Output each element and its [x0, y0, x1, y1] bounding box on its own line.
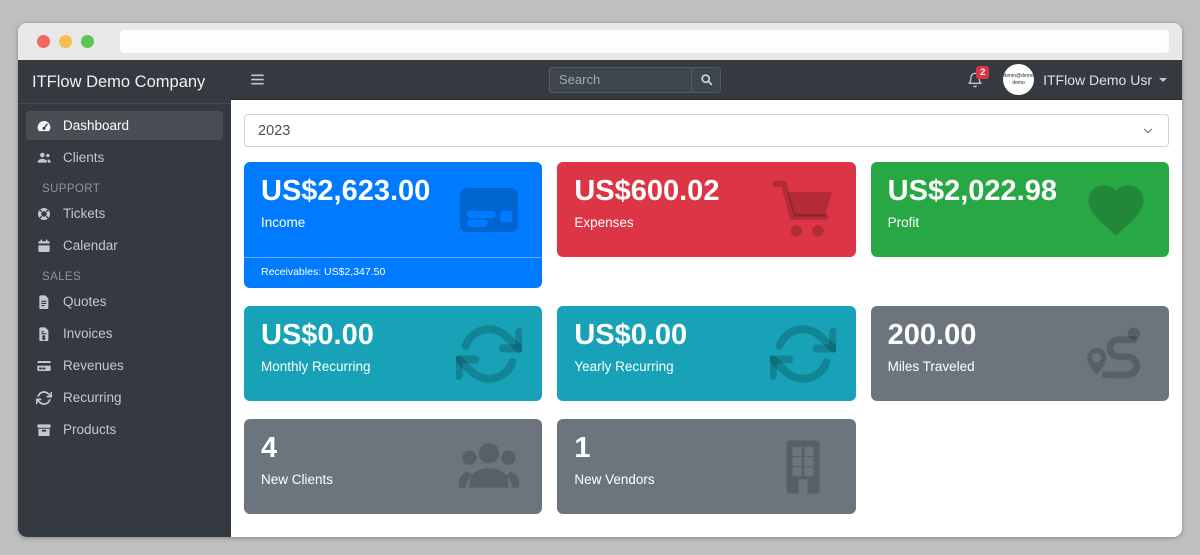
- sync-icon: [455, 321, 524, 387]
- shopping-cart-icon: [770, 177, 836, 243]
- year-select-value: 2023: [258, 122, 291, 139]
- sync-icon: [768, 321, 837, 387]
- chevron-down-icon: [1143, 128, 1153, 133]
- card-label: Yearly Recurring: [574, 359, 674, 375]
- menu-toggle-button[interactable]: [246, 68, 269, 91]
- navbar-right: 2 demo@demo demo ITFlow Demo Usr: [967, 64, 1167, 95]
- year-select[interactable]: 2023: [244, 114, 1169, 147]
- sidebar-item-label: Invoices: [63, 326, 113, 341]
- card-value: US$2,623.00: [261, 175, 431, 207]
- brand-link[interactable]: ITFlow Demo Company: [18, 60, 231, 104]
- card-value: US$0.00: [574, 319, 688, 351]
- sync-icon: [34, 390, 54, 406]
- address-bar[interactable]: [120, 30, 1169, 53]
- sidebar-item-label: Dashboard: [63, 118, 130, 133]
- sidebar-item-clients[interactable]: Clients: [26, 143, 223, 172]
- card-value: US$600.02: [574, 175, 720, 207]
- card-new-clients[interactable]: 4 New Clients: [244, 419, 543, 514]
- card-miles-traveled[interactable]: 200.00 Miles Traveled: [870, 306, 1169, 401]
- user-name: ITFlow Demo Usr: [1043, 71, 1152, 88]
- calendar-icon: [34, 238, 54, 254]
- avatar: demo@demo demo: [1003, 64, 1035, 95]
- dashboard-content: 2023 US$2,623.00 Income Receivables: US$…: [231, 100, 1182, 537]
- main-column: 2 demo@demo demo ITFlow Demo Usr 2023: [231, 60, 1182, 537]
- sidebar-item-dashboard[interactable]: Dashboard: [26, 111, 223, 140]
- life-ring-icon: [34, 206, 54, 222]
- maximize-window-button[interactable]: [81, 35, 94, 48]
- users-icon: [34, 150, 54, 166]
- search-button[interactable]: [691, 66, 721, 93]
- card-value: 1: [574, 432, 591, 464]
- sidebar-item-label: Recurring: [63, 390, 122, 405]
- search-input[interactable]: [549, 66, 691, 93]
- sidebar-nav: Dashboard Clients SUPPORT Tickets: [18, 104, 231, 454]
- card-label: Monthly Recurring: [261, 359, 371, 375]
- credit-card-icon: [456, 177, 522, 243]
- bell-icon: [968, 72, 982, 87]
- card-label: Miles Traveled: [887, 359, 975, 375]
- close-window-button[interactable]: [37, 35, 50, 48]
- card-label: Expenses: [574, 215, 634, 231]
- card-label: New Vendors: [574, 472, 655, 488]
- stats-grid: US$2,623.00 Income Receivables: US$2,347…: [244, 162, 1169, 514]
- card-value: 4: [261, 432, 278, 464]
- card-value: US$2,022.98: [887, 175, 1057, 207]
- sidebar-item-label: Tickets: [63, 206, 106, 221]
- sidebar-section-support: SUPPORT: [42, 183, 101, 195]
- building-icon: [770, 434, 836, 500]
- sidebar-item-label: Calendar: [63, 238, 118, 253]
- navbar-search: [549, 66, 721, 93]
- bars-icon: [251, 74, 264, 85]
- card-yearly-recurring[interactable]: US$0.00 Yearly Recurring: [557, 306, 856, 401]
- box-icon: [34, 422, 54, 438]
- card-label: Income: [261, 215, 306, 231]
- search-icon: [700, 74, 712, 86]
- card-value: 200.00: [887, 319, 977, 351]
- browser-titlebar: [18, 23, 1182, 60]
- sidebar-item-invoices[interactable]: $ Invoices: [26, 319, 223, 348]
- card-label: Profit: [887, 215, 920, 231]
- user-menu[interactable]: demo@demo demo ITFlow Demo Usr: [1003, 64, 1167, 95]
- card-expenses[interactable]: US$600.02 Expenses: [557, 162, 856, 257]
- sidebar-item-label: Clients: [63, 150, 105, 165]
- route-icon: [1083, 321, 1149, 387]
- card-new-vendors[interactable]: 1 New Vendors: [557, 419, 856, 514]
- card-monthly-recurring[interactable]: US$0.00 Monthly Recurring: [244, 306, 543, 401]
- top-navbar: 2 demo@demo demo ITFlow Demo Usr: [231, 60, 1182, 100]
- notification-badge: 2: [976, 65, 990, 79]
- app-root: ITFlow Demo Company Dashboard Clients SU…: [18, 60, 1182, 537]
- caret-down-icon: [1159, 77, 1167, 82]
- minimize-window-button[interactable]: [59, 35, 72, 48]
- sidebar-section-sales: SALES: [42, 271, 82, 283]
- notifications-button[interactable]: 2: [967, 65, 990, 88]
- sidebar-item-quotes[interactable]: Quotes: [26, 287, 223, 316]
- file-invoice-dollar-icon: $: [34, 326, 54, 342]
- file-text-icon: [34, 294, 54, 310]
- card-value: US$0.00: [261, 319, 374, 351]
- sidebar-item-label: Quotes: [63, 294, 107, 309]
- sidebar: ITFlow Demo Company Dashboard Clients SU…: [18, 60, 231, 537]
- sidebar-item-products[interactable]: Products: [26, 415, 223, 444]
- svg-text:$: $: [42, 335, 45, 341]
- sidebar-item-revenues[interactable]: Revenues: [26, 351, 223, 380]
- browser-window: ITFlow Demo Company Dashboard Clients SU…: [18, 23, 1182, 537]
- users-icon: [456, 434, 522, 500]
- card-profit[interactable]: US$2,022.98 Profit: [870, 162, 1169, 257]
- sidebar-item-calendar[interactable]: Calendar: [26, 231, 223, 260]
- heart-icon: [1083, 177, 1149, 243]
- credit-card-icon: [34, 358, 54, 374]
- card-income[interactable]: US$2,623.00 Income Receivables: US$2,347…: [244, 162, 543, 288]
- sidebar-item-tickets[interactable]: Tickets: [26, 199, 223, 228]
- card-label: New Clients: [261, 472, 334, 488]
- sidebar-item-label: Revenues: [63, 358, 124, 373]
- sidebar-item-label: Products: [63, 422, 117, 437]
- card-footer: Receivables: US$2,347.50: [244, 257, 543, 288]
- tachometer-icon: [34, 118, 54, 134]
- sidebar-item-recurring[interactable]: Recurring: [26, 383, 223, 412]
